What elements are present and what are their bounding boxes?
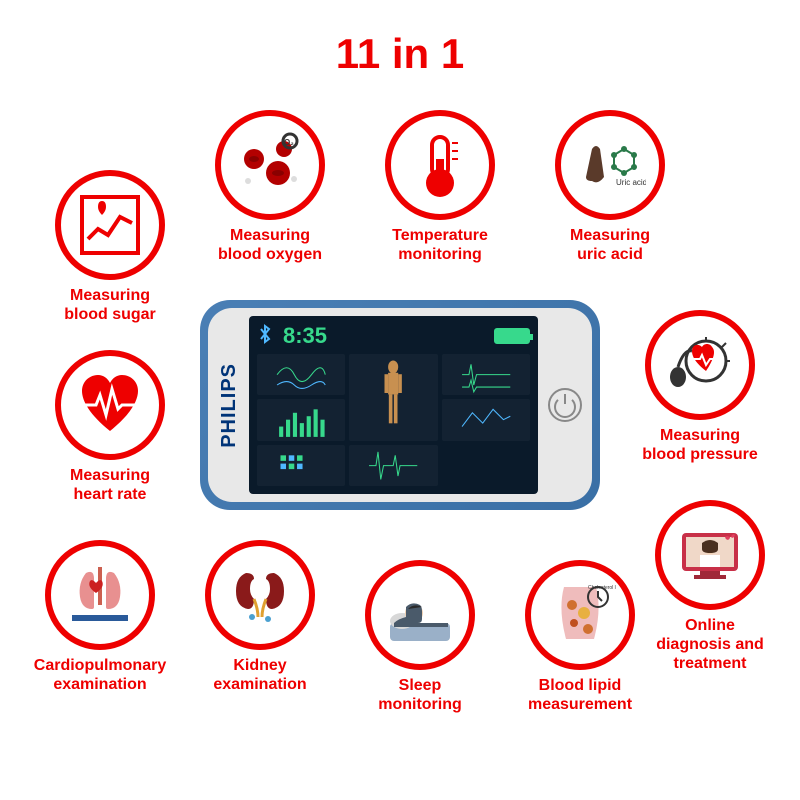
feature-uric-acid: Uric acid Measuringuric acid (540, 110, 680, 264)
bluetooth-icon (257, 324, 273, 349)
device-time: 8:35 (283, 323, 484, 349)
feature-label: Sleepmonitoring (378, 676, 462, 714)
feature-label: Measuringblood sugar (64, 286, 156, 324)
feature-label: Cardiopulmonaryexamination (34, 656, 166, 694)
feature-label: Measuringblood oxygen (218, 226, 322, 264)
feature-kidney: Kidneyexamination (190, 540, 330, 694)
power-button-icon[interactable] (548, 388, 582, 422)
svg-text:Cholesterol level: Cholesterol level (588, 585, 616, 591)
device-screen: 8:35 (249, 316, 538, 494)
cardiopulmonary-icon (45, 540, 155, 650)
feature-label: Blood lipidmeasurement (528, 676, 632, 714)
feature-temperature: Temperaturemonitoring (370, 110, 510, 264)
blood-pressure-icon (645, 310, 755, 420)
heart-rate-icon (55, 350, 165, 460)
feature-cardiopulmonary: Cardiopulmonaryexamination (30, 540, 170, 694)
screen-panels (257, 354, 530, 486)
feature-blood-sugar: Measuringblood sugar (40, 170, 180, 324)
device-body: PHILIPS 8:35 (200, 300, 600, 510)
feature-label: Measuringheart rate (70, 466, 150, 504)
blood-oxygen-icon: O₂ (215, 110, 325, 220)
temperature-icon (385, 110, 495, 220)
blood-lipid-icon: Cholesterol level (525, 560, 635, 670)
feature-heart-rate: Measuringheart rate (40, 350, 180, 504)
feature-blood-lipid: Cholesterol level Blood lipidmeasurement (510, 560, 650, 714)
online-diagnosis-icon (655, 500, 765, 610)
feature-blood-oxygen: O₂ Measuringblood oxygen (200, 110, 340, 264)
feature-label: Kidneyexamination (213, 656, 306, 694)
feature-blood-pressure: Measuringblood pressure (630, 310, 770, 464)
kidney-icon (205, 540, 315, 650)
feature-label: Measuringblood pressure (642, 426, 758, 464)
page-title: 11 in 1 (336, 30, 464, 78)
uric-acid-icon: Uric acid (555, 110, 665, 220)
screen-status-bar: 8:35 (257, 324, 530, 348)
blood-sugar-icon (55, 170, 165, 280)
svg-text:Uric acid: Uric acid (616, 178, 646, 187)
feature-label: Onlinediagnosis andtreatment (656, 616, 764, 674)
svg-text:O₂: O₂ (284, 138, 294, 147)
feature-label: Temperaturemonitoring (392, 226, 488, 264)
feature-sleep: Sleepmonitoring (350, 560, 490, 714)
feature-label: Measuringuric acid (570, 226, 650, 264)
feature-online-diagnosis: Onlinediagnosis andtreatment (640, 500, 780, 674)
device-inner: PHILIPS 8:35 (208, 308, 592, 502)
sleep-icon (365, 560, 475, 670)
device-brand: PHILIPS (218, 363, 241, 448)
battery-icon (494, 328, 530, 344)
